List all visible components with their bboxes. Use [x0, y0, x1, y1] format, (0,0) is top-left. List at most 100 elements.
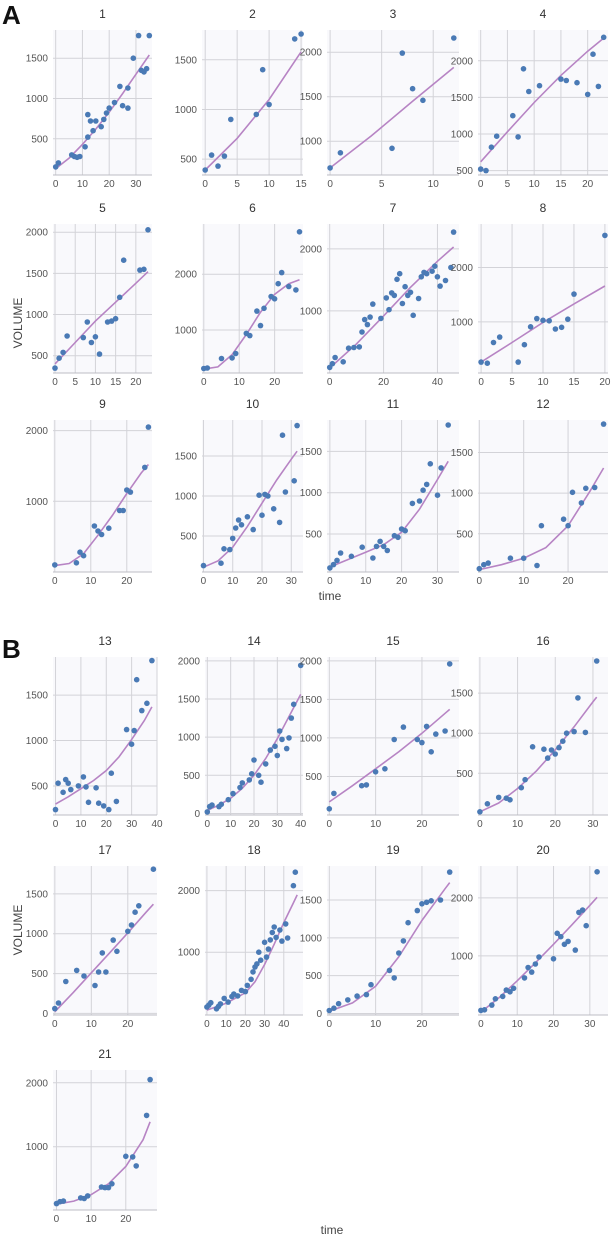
- x-tick-label: 20: [130, 377, 142, 388]
- data-point: [527, 324, 534, 330]
- y-tick-label: 1000: [175, 492, 198, 503]
- data-point: [593, 658, 600, 664]
- data-point: [143, 1112, 150, 1119]
- subplot-title: 8: [540, 201, 547, 215]
- fit-line: [54, 271, 149, 365]
- data-point: [93, 118, 99, 124]
- data-point: [400, 724, 407, 730]
- subplot-8: 0 5 10 15 20 1000 2000 8: [451, 201, 611, 388]
- data-point: [391, 292, 398, 299]
- x-tick-label: 20: [548, 1019, 560, 1030]
- fit-line: [328, 708, 451, 803]
- data-point: [552, 326, 559, 332]
- data-point: [414, 907, 421, 914]
- data-point: [419, 901, 425, 907]
- data-point: [484, 801, 491, 807]
- x-tick-label: 20: [256, 576, 268, 587]
- data-point: [128, 741, 135, 747]
- y-tick-label: 500: [31, 781, 48, 792]
- data-point: [327, 565, 333, 571]
- data-point: [247, 332, 253, 339]
- y-tick-label: 1000: [451, 489, 474, 500]
- data-point: [98, 123, 104, 130]
- data-point: [563, 77, 570, 84]
- data-point: [446, 661, 453, 667]
- data-point: [329, 360, 336, 367]
- data-point: [265, 946, 272, 952]
- subplot-title: 5: [99, 201, 106, 215]
- fit-line: [479, 696, 598, 813]
- data-point: [340, 359, 347, 365]
- data-point: [64, 333, 70, 339]
- y-tick-label: 1000: [451, 317, 474, 328]
- data-point: [536, 954, 542, 960]
- data-point: [409, 85, 416, 92]
- fit-line: [54, 903, 154, 1013]
- data-point: [81, 973, 87, 979]
- x-tick-label: 0: [327, 179, 333, 190]
- data-point: [507, 555, 514, 561]
- x-tick-label: 30: [587, 819, 599, 830]
- x-tick-label: 20: [240, 1019, 252, 1030]
- data-point: [358, 782, 365, 789]
- x-tick-label: 20: [122, 1019, 134, 1030]
- data-point: [101, 116, 107, 123]
- data-point: [378, 315, 384, 322]
- data-point: [286, 283, 292, 290]
- data-point: [257, 957, 264, 963]
- data-point: [145, 424, 152, 430]
- data-point: [395, 534, 401, 541]
- data-point: [108, 770, 115, 776]
- data-point: [105, 1184, 112, 1191]
- data-point: [82, 144, 88, 150]
- data-point: [96, 351, 103, 357]
- y-tick-label: 1000: [178, 733, 201, 744]
- x-tick-label: 20: [269, 377, 281, 388]
- subplot-title: 21: [98, 1047, 112, 1061]
- y-tick-label: 1000: [300, 488, 323, 499]
- subplot-15: 0 10 20 500 1000 1500 2000 15: [300, 634, 459, 830]
- plot-background: [478, 657, 608, 815]
- data-point: [112, 315, 119, 322]
- x-tick-label: 0: [478, 377, 484, 388]
- y-tick-label: 1500: [451, 689, 474, 700]
- data-point: [80, 552, 87, 559]
- data-point: [477, 166, 484, 172]
- data-point: [532, 961, 539, 967]
- y-tick-label: 1500: [178, 694, 201, 705]
- subplot-12: 0 10 20 500 1000 1500 12: [451, 397, 608, 587]
- y-tick-label: 1500: [300, 447, 323, 458]
- data-point: [373, 543, 380, 550]
- data-point: [405, 919, 411, 926]
- x-tick-label: 20: [582, 179, 594, 190]
- x-tick-label: 30: [259, 1019, 271, 1030]
- data-point: [337, 150, 344, 156]
- data-point: [149, 657, 155, 664]
- y-tick-label: 1000: [300, 733, 323, 744]
- x-tick-label: 10: [77, 179, 89, 190]
- data-point: [267, 937, 274, 943]
- data-point: [420, 487, 426, 494]
- data-point: [266, 101, 272, 108]
- data-point: [326, 806, 333, 812]
- data-point: [282, 489, 289, 495]
- data-point: [87, 118, 94, 124]
- data-point: [272, 743, 278, 750]
- data-point: [291, 36, 298, 42]
- data-point: [602, 232, 608, 239]
- data-point: [600, 34, 607, 41]
- data-point: [367, 314, 373, 320]
- data-point: [510, 112, 516, 119]
- data-point: [255, 949, 262, 955]
- data-point: [141, 266, 147, 273]
- subplot-title: 1: [99, 7, 106, 21]
- fit-line: [329, 882, 451, 1012]
- subplot-title: 17: [98, 843, 112, 857]
- y-tick-label: 500: [456, 166, 473, 177]
- data-point: [416, 498, 423, 504]
- data-point: [143, 65, 150, 72]
- plot-background: [202, 30, 303, 175]
- data-point: [60, 1198, 67, 1204]
- data-point: [244, 514, 251, 520]
- data-point: [52, 164, 59, 170]
